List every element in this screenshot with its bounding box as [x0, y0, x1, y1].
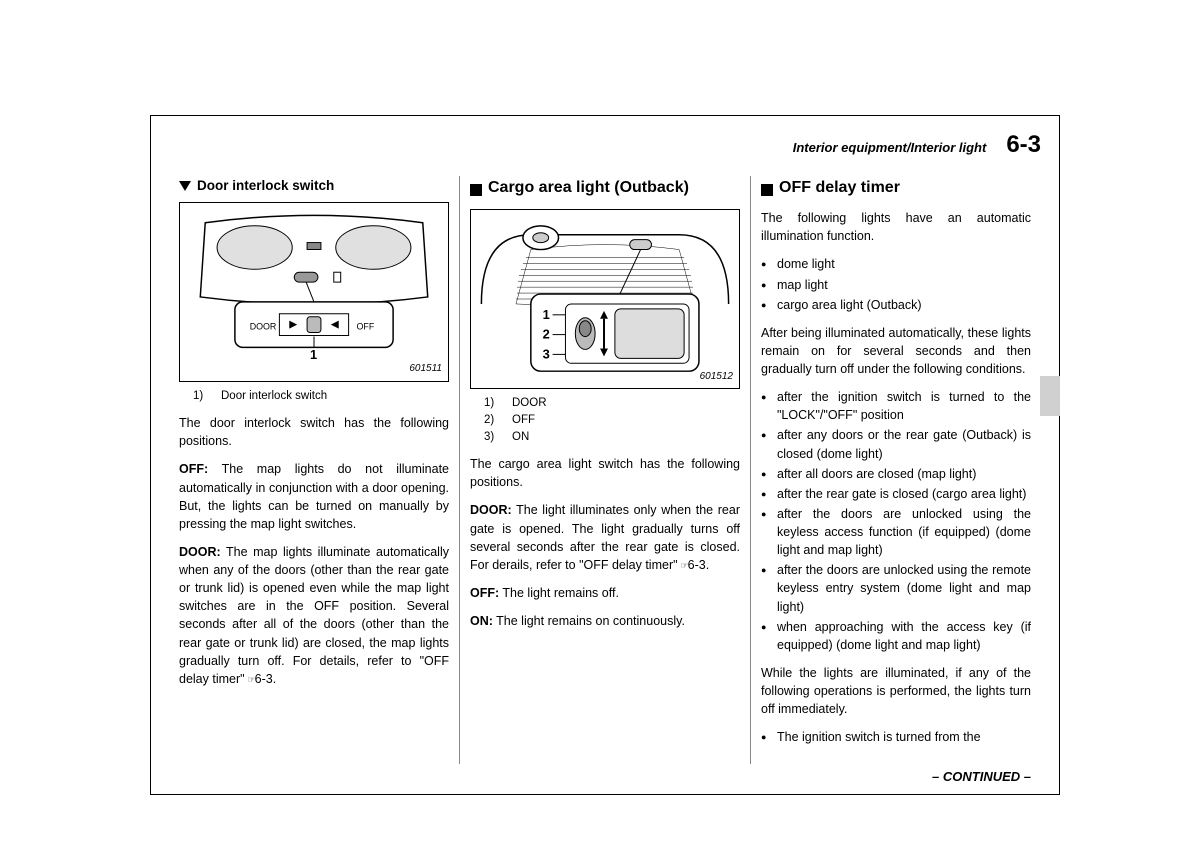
para-door: DOOR: The light illuminates only when th… — [470, 501, 740, 574]
page-number: 6-3 — [1006, 131, 1041, 159]
door-label: DOOR: — [179, 545, 221, 559]
caption-row: 3) ON — [484, 429, 740, 446]
caption-row: 1) DOOR — [484, 395, 740, 412]
column-2: Cargo area light (Outback) — [459, 176, 750, 764]
caption-t: DOOR — [512, 395, 547, 412]
caption-n: 3) — [484, 429, 502, 446]
section-title: OFF delay timer — [779, 176, 900, 199]
ref-icon: ☞ — [681, 559, 688, 572]
list-item: map light — [761, 276, 1031, 294]
off-label: OFF: — [470, 586, 499, 600]
para: The cargo area light switch has the foll… — [470, 455, 740, 491]
para: The door interlock switch has the follow… — [179, 414, 449, 450]
caption-row: 1) Door interlock switch — [193, 388, 449, 405]
figure-number: 601511 — [409, 362, 442, 377]
caption-t: Door interlock switch — [221, 388, 327, 405]
figure-number: 601512 — [700, 370, 733, 385]
page-frame: Interior equipment/Interior light 6-3 Do… — [150, 115, 1060, 795]
column-3: OFF delay timer The following lights hav… — [750, 176, 1041, 764]
door-label: DOOR: — [470, 503, 512, 517]
caption-n: 1) — [484, 395, 502, 412]
figure-door-interlock: DOOR OFF 1 601511 — [179, 202, 449, 382]
on-label: ON: — [470, 614, 493, 628]
off-label: OFF: — [179, 462, 208, 476]
label-door: DOOR — [250, 321, 277, 331]
para: While the lights are illuminated, if any… — [761, 664, 1031, 718]
door-ref: 6-3. — [255, 672, 277, 686]
conditions-list: after the ignition switch is turned to t… — [761, 388, 1031, 654]
door-text: The map lights illuminate automatically … — [179, 545, 449, 686]
caption-t: ON — [512, 429, 529, 446]
list-item: after the doors are unlocked using the r… — [761, 561, 1031, 615]
side-tab — [1040, 376, 1060, 416]
square-icon — [761, 184, 773, 196]
list-item: after the rear gate is closed (cargo are… — [761, 485, 1031, 503]
list-item: The ignition switch is turned from the — [761, 728, 1031, 746]
para: After being illuminated automatically, t… — [761, 324, 1031, 378]
svg-text:3: 3 — [543, 347, 550, 362]
para-on: ON: The light remains on continuously. — [470, 612, 740, 630]
square-icon — [470, 184, 482, 196]
on-text: The light remains on continuously. — [493, 614, 685, 628]
list-item: dome light — [761, 255, 1031, 273]
list-item: after the doors are unlocked using the k… — [761, 505, 1031, 559]
svg-text:2: 2 — [543, 327, 550, 342]
content-columns: Door interlock switch DOOR — [169, 176, 1041, 764]
off-text: The light remains off. — [499, 586, 619, 600]
figure-caption-2: 1) DOOR 2) OFF 3) ON — [484, 395, 740, 445]
continued-label: – CONTINUED – — [932, 769, 1031, 784]
para: The following lights have an automatic i… — [761, 209, 1031, 245]
off-text: The map lights do not illuminate automat… — [179, 462, 449, 530]
caption-n: 2) — [484, 412, 502, 429]
page-header: Interior equipment/Interior light 6-3 — [793, 131, 1041, 159]
cargo-light-heading: Cargo area light (Outback) — [470, 176, 740, 203]
figure-caption-1: 1) Door interlock switch — [193, 388, 449, 405]
list-item: cargo area light (Outback) — [761, 296, 1031, 314]
list-item: after all doors are closed (map light) — [761, 465, 1031, 483]
callout-1: 1 — [310, 347, 317, 362]
caption-n: 1) — [193, 388, 211, 405]
figure-cargo-light: 1 2 3 601512 — [470, 209, 740, 389]
caption-t: OFF — [512, 412, 535, 429]
ref-icon: ☞ — [248, 673, 255, 686]
list-item: after the ignition switch is turned to t… — [761, 388, 1031, 424]
triangle-icon — [179, 181, 191, 191]
lights-list: dome light map light cargo area light (O… — [761, 255, 1031, 313]
label-off: OFF — [357, 321, 375, 331]
section-title: Cargo area light (Outback) — [488, 176, 689, 199]
list-item: when approaching with the access key (if… — [761, 618, 1031, 654]
overhead-console-illustration: DOOR OFF 1 — [180, 203, 448, 381]
column-1: Door interlock switch DOOR — [169, 176, 459, 764]
para-off: OFF: The light remains off. — [470, 584, 740, 602]
para-door: DOOR: The map lights illuminate automati… — [179, 543, 449, 688]
subhead-text: Door interlock switch — [197, 176, 334, 196]
cargo-light-illustration: 1 2 3 — [471, 210, 739, 388]
caption-row: 2) OFF — [484, 412, 740, 429]
door-ref: 6-3. — [688, 558, 710, 572]
list-item: after any doors or the rear gate (Outbac… — [761, 426, 1031, 462]
svg-text:1: 1 — [543, 307, 550, 322]
off-delay-heading: OFF delay timer — [761, 176, 1031, 203]
para-off: OFF: The map lights do not illuminate au… — [179, 460, 449, 533]
door-interlock-heading: Door interlock switch — [179, 176, 449, 196]
breadcrumb: Interior equipment/Interior light — [793, 140, 987, 155]
off-list: The ignition switch is turned from the — [761, 728, 1031, 746]
